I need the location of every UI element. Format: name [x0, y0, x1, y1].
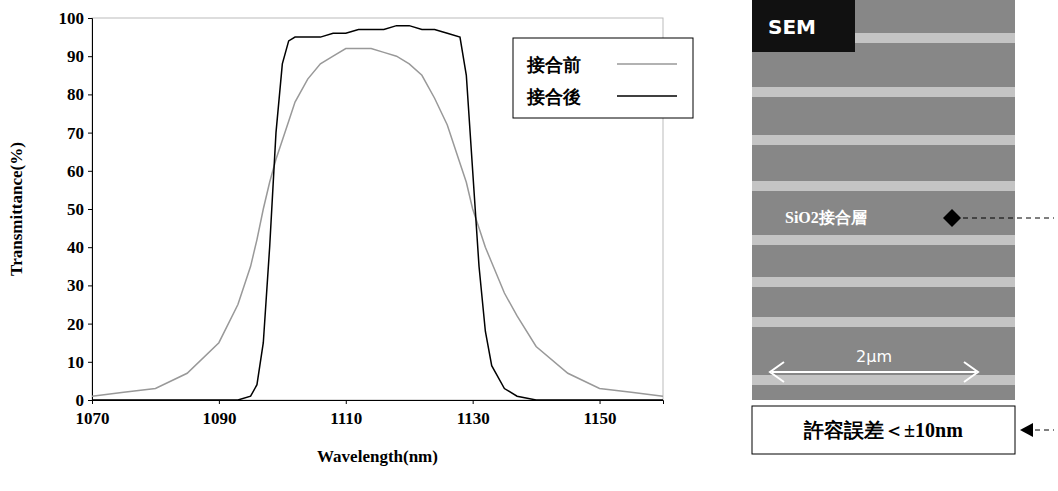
y-tick-label: 90 — [67, 47, 84, 66]
y-tick: 70 — [67, 124, 92, 143]
y-tick-label: 80 — [67, 85, 84, 104]
y-tick-mark — [88, 56, 92, 57]
sem-label-box — [752, 0, 855, 52]
y-axis-line — [88, 19, 93, 401]
x-axis-line — [93, 401, 664, 405]
note-arrow — [1020, 423, 1033, 437]
y-tick: 100 — [59, 9, 93, 28]
legend: 接合前接合後 — [513, 38, 693, 118]
y-tick-mark — [88, 209, 92, 210]
canvas: 1070 1090 1110 1130 1150 0 10 20 30 40 50 60 70 80 90 1… — [0, 0, 1058, 491]
y-tick-mark — [88, 362, 92, 363]
y-tick-mark — [88, 94, 92, 95]
sem-layer-stripe — [752, 135, 1015, 145]
x-axis-title: Wavelength(nm) — [317, 447, 438, 466]
y-axis: 0 10 20 30 40 50 60 70 80 90 100 — [59, 9, 93, 410]
x-tick-label: 1150 — [584, 409, 617, 428]
x-tick-mark — [473, 400, 474, 404]
y-tick: 0 — [76, 391, 93, 410]
sem-label: SEM — [768, 15, 816, 39]
y-tick: 50 — [67, 200, 92, 219]
y-tick-mark — [88, 18, 92, 19]
x-tick-mark — [346, 400, 347, 404]
y-tick-label: 20 — [67, 315, 84, 334]
legend-label: 接合前 — [526, 55, 581, 75]
x-tick-mark — [600, 400, 601, 404]
tolerance-note: 許容誤差＜±10nm — [752, 406, 1054, 454]
pointer-line — [963, 218, 1054, 219]
y-tick: 60 — [67, 162, 92, 181]
x-tick: 1150 — [584, 400, 617, 428]
series-line — [92, 49, 663, 397]
layer-label: SiO2接合層 — [785, 209, 867, 226]
scale-bar — [772, 371, 976, 373]
y-tick-label: 40 — [67, 238, 84, 257]
y-tick: 10 — [67, 353, 92, 372]
sem-layer-stripe — [752, 181, 1015, 191]
legend-box — [513, 38, 693, 118]
sem-layer-stripe — [752, 87, 1015, 97]
note-text: 許容誤差＜±10nm — [803, 419, 963, 441]
y-tick: 80 — [67, 85, 92, 104]
y-tick: 40 — [67, 238, 92, 257]
sem-layer-stripe — [752, 375, 1015, 385]
y-tick-label: 100 — [59, 9, 85, 28]
sem-panel: SEM SiO2接合層 2μm — [752, 0, 1054, 400]
note-box — [752, 406, 1015, 454]
y-tick-mark — [88, 247, 92, 248]
y-tick: 90 — [67, 47, 92, 66]
y-tick-label: 10 — [67, 353, 84, 372]
x-tick-label: 1070 — [76, 409, 110, 428]
x-tick: 1110 — [330, 400, 362, 428]
y-axis-title: Transmittance(%) — [7, 142, 26, 276]
sem-layer-stripe — [752, 235, 1015, 245]
legend-label: 接合後 — [526, 87, 581, 107]
y-tick-mark — [88, 133, 92, 134]
legend-swatch — [617, 63, 677, 65]
y-tick-mark — [88, 324, 92, 325]
y-tick-label: 30 — [67, 276, 84, 295]
y-tick-label: 0 — [76, 391, 85, 410]
x-tick-label: 1090 — [202, 409, 236, 428]
x-tick-mark — [219, 400, 220, 404]
sem-layer-stripe — [752, 317, 1015, 327]
x-axis: 1070 1090 1110 1130 1150 — [76, 400, 664, 428]
y-tick-label: 50 — [67, 200, 84, 219]
y-tick-label: 70 — [67, 124, 84, 143]
y-tick-mark — [88, 400, 92, 401]
scale-bar-label: 2μm — [856, 347, 892, 366]
x-tick-label: 1110 — [330, 409, 362, 428]
sem-layer-stripe — [752, 277, 1015, 287]
y-tick: 30 — [67, 276, 92, 295]
sem-image — [752, 0, 1015, 400]
legend-swatch — [617, 95, 677, 97]
y-tick-mark — [88, 285, 92, 286]
note-arrow-line — [1035, 430, 1054, 431]
y-tick-mark — [88, 171, 92, 172]
x-tick: 1090 — [202, 400, 236, 428]
x-tick-label: 1130 — [457, 409, 490, 428]
y-tick-label: 60 — [67, 162, 84, 181]
y-tick: 20 — [67, 315, 92, 334]
x-tick: 1130 — [457, 400, 490, 428]
pointer-diamond — [943, 209, 961, 227]
